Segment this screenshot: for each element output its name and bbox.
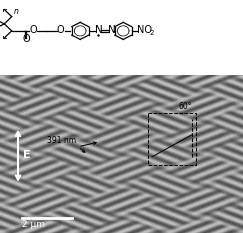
- Text: N: N: [108, 25, 116, 35]
- Text: 391 nm: 391 nm: [47, 136, 76, 145]
- Text: E: E: [23, 150, 31, 160]
- Text: O: O: [57, 25, 64, 35]
- Bar: [148, 113, 196, 165]
- Text: O: O: [22, 34, 30, 44]
- Text: O: O: [29, 25, 37, 35]
- Text: 2 μm: 2 μm: [22, 220, 45, 229]
- Text: 2: 2: [149, 30, 154, 36]
- Text: $n$: $n$: [13, 7, 19, 16]
- Text: N: N: [95, 25, 103, 35]
- Text: NO: NO: [137, 25, 152, 35]
- Text: 60°: 60°: [178, 102, 192, 111]
